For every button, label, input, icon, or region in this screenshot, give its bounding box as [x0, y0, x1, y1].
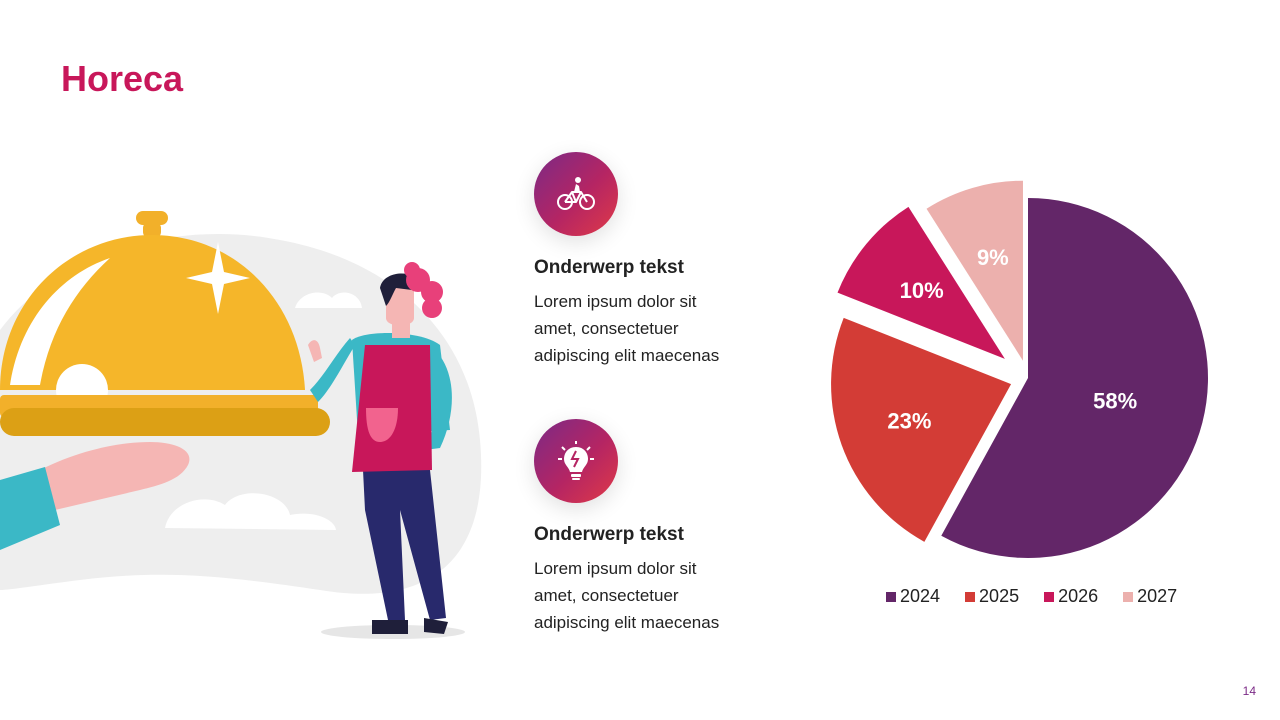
chart-legend: 2024 2025 2026 2027	[886, 586, 1177, 607]
waving-hand	[308, 340, 322, 362]
pie-slice-2025	[831, 317, 1012, 542]
legend-swatch-2026	[1044, 591, 1055, 602]
pie-slice-2026	[837, 206, 1005, 359]
bun-2	[421, 281, 443, 303]
cloud-1	[295, 292, 362, 308]
legend-label-2027: 2027	[1137, 586, 1178, 606]
legend-label-2026: 2026	[1058, 586, 1099, 606]
slide-title: Horeca	[61, 58, 184, 99]
legend-swatch-2024	[886, 591, 896, 602]
page-number: 14	[1242, 684, 1256, 698]
item-1-title: Onderwerp tekst	[534, 257, 684, 278]
pie-slice-2024	[941, 198, 1208, 558]
item-2-text: Lorem ipsum dolor sit amet, consectetuer…	[534, 555, 774, 636]
item-1-text-line: adipiscing elit maecenas	[534, 346, 720, 365]
item-2-text-line: adipiscing elit maecenas	[534, 613, 720, 632]
item-2-title: Onderwerp tekst	[534, 524, 684, 545]
legend-item-2027: 2027	[1123, 586, 1177, 607]
data-label-2026: 10%	[900, 278, 944, 303]
cloche-knob	[136, 211, 168, 225]
legend-swatch-2025	[965, 591, 976, 602]
legend-item-2024: 2024	[886, 586, 940, 607]
legs	[363, 470, 446, 620]
data-label-2024: 58%	[1093, 388, 1137, 413]
cloche-base	[0, 408, 330, 436]
legend-label-2025: 2025	[979, 586, 1020, 606]
bun-4	[404, 262, 420, 278]
item-1-text-line: Lorem ipsum dolor sit	[534, 292, 697, 311]
cyclist-icon	[557, 177, 595, 210]
item-1-text: Lorem ipsum dolor sit amet, consectetuer…	[534, 288, 774, 369]
legend-item-2025: 2025	[965, 586, 1019, 607]
apron-pocket	[366, 408, 398, 442]
legend-label-2024: 2024	[900, 586, 941, 606]
legend-swatch-2027	[1123, 591, 1134, 602]
item-2-text-line: amet, consectetuer	[534, 586, 679, 605]
data-label-2025: 23%	[887, 409, 931, 434]
item-1-text-line: amet, consectetuer	[534, 319, 679, 338]
shoes	[372, 618, 448, 634]
cloche-shine	[10, 258, 110, 385]
item-2-icon-circle	[534, 419, 618, 503]
hand	[40, 442, 190, 510]
arm-left	[310, 338, 355, 402]
pie-chart: 58% 23% 10% 9%	[831, 180, 1208, 558]
data-label-2027: 9%	[977, 245, 1009, 270]
lightbulb-brain-icon	[558, 441, 594, 480]
item-2-text-line: Lorem ipsum dolor sit	[534, 559, 697, 578]
arm-right	[425, 350, 452, 450]
waiter-illustration	[0, 211, 482, 639]
sparkle	[186, 242, 250, 314]
hair	[380, 273, 414, 306]
bun-3	[422, 298, 442, 318]
pie-slice-2027	[926, 180, 1023, 361]
sleeve	[0, 467, 60, 550]
cloche-stem	[143, 222, 161, 238]
item-1-icon-circle	[534, 152, 618, 236]
legend-item-2026: 2026	[1044, 586, 1098, 607]
cloud-2	[165, 493, 336, 530]
